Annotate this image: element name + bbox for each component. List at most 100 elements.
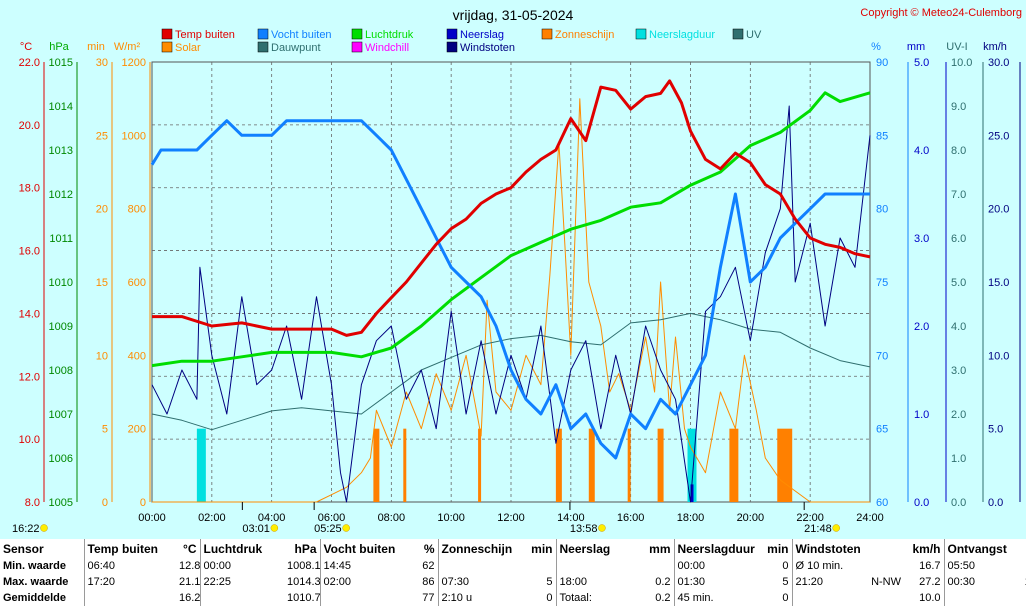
summary-cell xyxy=(319,590,406,606)
summary-row: Min. waarde 06:40 12.8 00:00 1008.1 14:45 62 00… xyxy=(0,558,1026,574)
y-tick-label: 800 xyxy=(128,204,146,216)
y-tick-label: 80 xyxy=(876,204,888,216)
legend-label: Windstoten xyxy=(460,42,515,54)
y-tick-label: 16.0 xyxy=(19,246,40,258)
y-tick-label: 0 xyxy=(102,497,108,509)
summary-table: Sensor Temp buiten °C Luchtdruk hPa Vocht bui… xyxy=(0,539,1026,606)
summary-cell: 2:10 u xyxy=(437,590,526,606)
sun-icon xyxy=(270,524,279,532)
series-line-vocht-buiten xyxy=(150,119,870,460)
axis-unit-left: min xyxy=(87,41,105,53)
axes-layer: 8.010.012.014.016.018.020.022.0100510061… xyxy=(19,57,1021,524)
summary-cell xyxy=(864,558,904,574)
x-tick-label: 22:00 xyxy=(796,512,824,524)
summary-cell: 86 xyxy=(422,576,435,588)
y-tick-label: 3.0 xyxy=(914,233,929,245)
summary-cell: 02:00 xyxy=(319,574,406,590)
legend-label: Luchtdruk xyxy=(365,29,414,41)
legend-swatch xyxy=(351,28,363,40)
summary-cell: Temp buiten xyxy=(83,539,176,558)
x-tick-label: 02:00 xyxy=(198,512,226,524)
y-tick-label: 10.0 xyxy=(988,350,1009,362)
copyright-text: Copyright © Meteo24-Culemborg xyxy=(860,7,1022,19)
legend-swatch xyxy=(161,41,173,53)
y-tick-label: 90 xyxy=(876,57,888,69)
summary-cell: Vocht buiten xyxy=(319,539,406,558)
summary-cell xyxy=(83,590,176,606)
summary-cell: 0 xyxy=(782,560,789,572)
legend-swatch xyxy=(635,28,647,40)
summary-cell: °C xyxy=(183,541,197,556)
y-tick-label: 14.0 xyxy=(19,308,40,320)
bar-zonneschijn xyxy=(657,428,664,502)
summary-cell: N-NW xyxy=(871,576,901,588)
y-tick-label: 22.0 xyxy=(19,57,40,69)
summary-cell: 5 xyxy=(546,576,553,588)
y-tick-label: 1008 xyxy=(49,365,73,377)
summary-cell: Min. waarde xyxy=(3,560,66,572)
summary-cell: 0.2 xyxy=(655,592,671,604)
legend-swatch xyxy=(446,41,458,53)
chart-title: vrijdag, 31-05-2024 xyxy=(453,7,574,23)
y-tick-label: 18.0 xyxy=(19,183,40,195)
summary-cell: 00:00 xyxy=(199,558,284,574)
legend-swatch xyxy=(446,28,458,40)
axis-unit-left: W/m² xyxy=(114,41,141,53)
summary-cell: 06:40 xyxy=(83,558,176,574)
bar-zonneschijn xyxy=(729,428,739,502)
y-tick-label: 0.0 xyxy=(914,497,929,509)
y-tick-label: 1009 xyxy=(49,321,73,333)
summary-cell: 07:30 xyxy=(437,574,526,590)
summary-cell: 00:00 xyxy=(673,558,760,574)
y-tick-label: 400 xyxy=(128,350,146,362)
y-tick-label: 10.0 xyxy=(19,434,40,446)
y-tick-label: 85 xyxy=(876,130,888,142)
summary-cell: 62 xyxy=(422,560,435,572)
y-tick-label: 5.0 xyxy=(914,57,929,69)
weather-chart: vrijdag, 31-05-2024 Copyright © Meteo24-… xyxy=(12,7,1022,535)
bar-zonneschijn xyxy=(403,428,407,502)
legend-label: Neerslag xyxy=(460,29,504,41)
bar-zonneschijn xyxy=(373,428,380,502)
series-line-luchtdruk xyxy=(151,91,871,368)
legend-label: Solar xyxy=(175,42,201,54)
axis-unit-left: °C xyxy=(20,41,32,53)
summary-cell xyxy=(791,590,864,606)
summary-cell: min xyxy=(531,541,553,556)
y-tick-label: 1000 xyxy=(122,130,146,142)
y-tick-label: 4.0 xyxy=(951,321,966,333)
summary-cell: Neerslagduur xyxy=(673,539,760,558)
summary-table-panel: Sensor Temp buiten °C Luchtdruk hPa Vocht bui… xyxy=(0,539,1026,608)
summary-cell: Gemiddelde xyxy=(3,592,66,604)
series-line-temp-buiten xyxy=(152,79,871,337)
x-tick-label: 08:00 xyxy=(378,512,406,524)
y-tick-label: 5.0 xyxy=(951,277,966,289)
bar-zonneschijn xyxy=(555,428,562,502)
x-tick-label: 10:00 xyxy=(437,512,465,524)
summary-cell: 16.7 xyxy=(919,560,941,572)
y-tick-label: 6.0 xyxy=(951,233,966,245)
bar-neerslagduur xyxy=(196,428,206,502)
summary-cell: Totaal: xyxy=(555,590,644,606)
y-tick-label: 5 xyxy=(102,424,108,436)
y-tick-label: 1200 xyxy=(122,57,146,69)
summary-cell: 22:25 xyxy=(199,574,284,590)
y-tick-label: 25 xyxy=(96,130,108,142)
series-line-dauwpunt xyxy=(151,312,871,431)
y-tick-label: 0 xyxy=(140,497,146,509)
summary-cell: 16.27 xyxy=(179,592,200,604)
y-tick-label: 1012 xyxy=(49,189,73,201)
bar-neerslagduur xyxy=(687,428,697,502)
sun-icon xyxy=(342,524,350,532)
summary-cell: Ø 10 min. xyxy=(791,558,864,574)
time-marker-label: 05:25 xyxy=(314,523,342,535)
y-tick-label: 65 xyxy=(876,424,888,436)
legend-label: Vocht buiten xyxy=(271,29,332,41)
summary-cell xyxy=(526,558,556,574)
bar-zonneschijn xyxy=(777,428,793,502)
summary-cell: mm xyxy=(649,541,671,556)
y-tick-label: 0.0 xyxy=(988,497,1003,509)
bar-neerslag xyxy=(690,484,694,502)
x-tick-label: 20:00 xyxy=(737,512,765,524)
